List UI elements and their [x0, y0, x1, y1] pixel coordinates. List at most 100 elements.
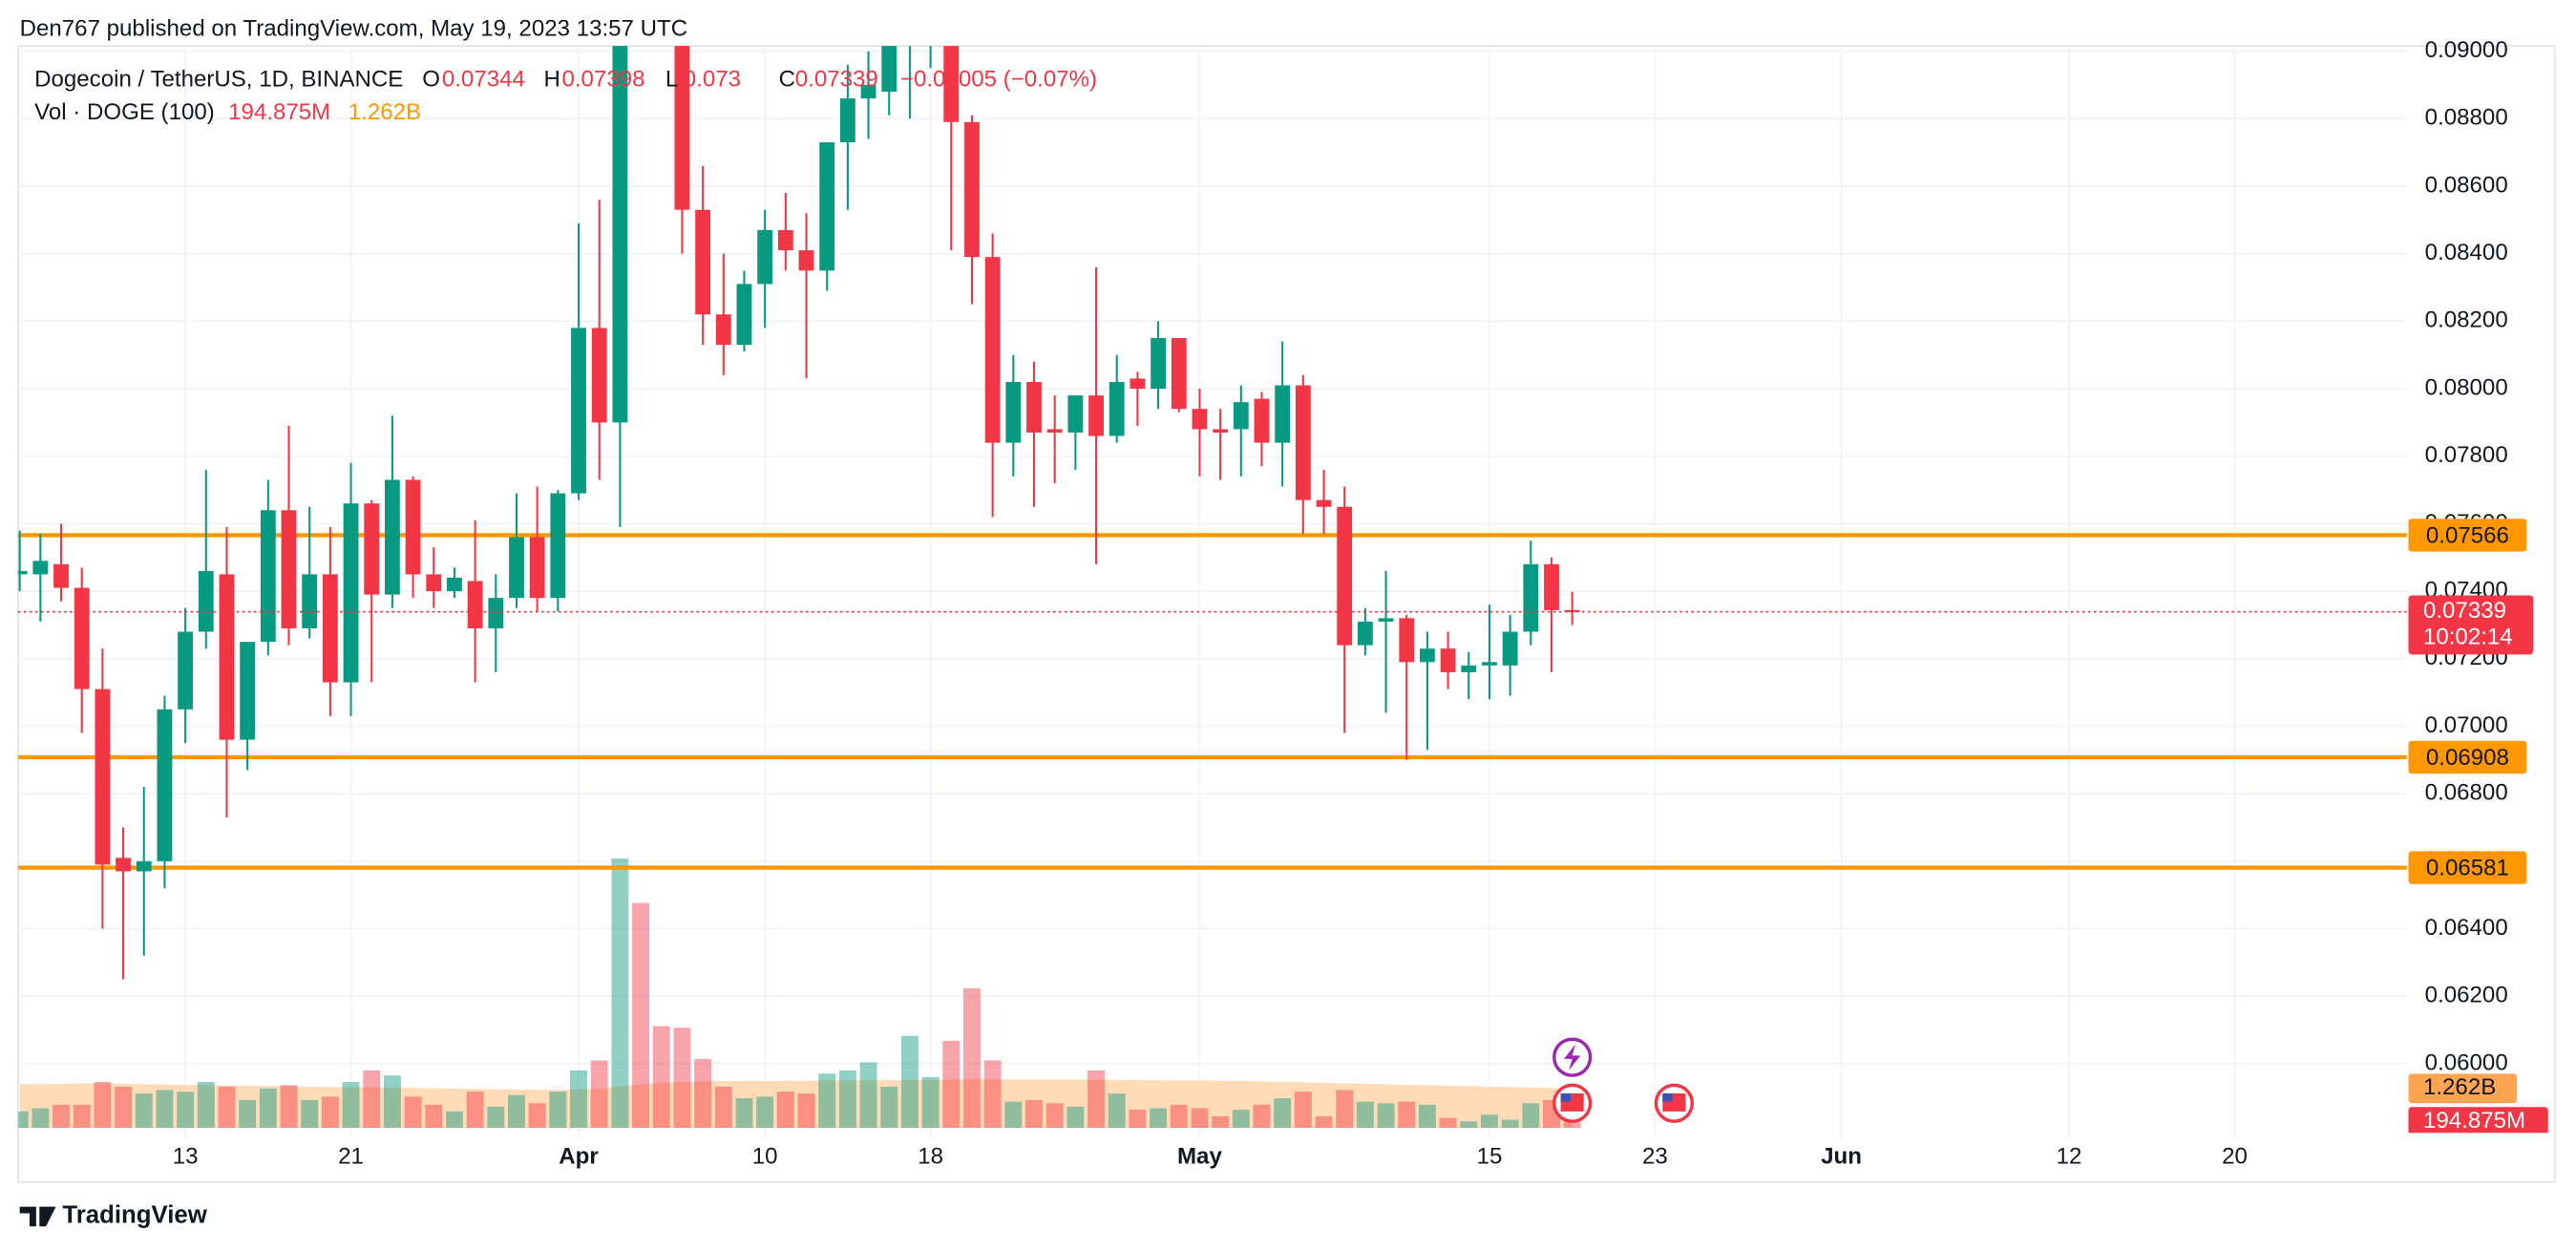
candle-body [777, 229, 793, 251]
candle-body [1523, 563, 1539, 632]
volume-bar [1025, 1099, 1043, 1129]
candle-body [1502, 631, 1518, 666]
volume-bar [1004, 1101, 1023, 1129]
volume-bar [342, 1082, 360, 1129]
volume-bar [1481, 1114, 1498, 1129]
volume-bar [73, 1104, 91, 1129]
candle-body [757, 229, 773, 285]
chart-frame [17, 45, 2556, 1183]
y-tick-label: 0.08200 [2425, 307, 2508, 333]
candle-body [178, 631, 194, 710]
volume-bar [1439, 1117, 1457, 1129]
candle-body [302, 574, 318, 628]
volume-bar [632, 902, 650, 1129]
volume-bar [1066, 1106, 1085, 1129]
candle-body [488, 598, 504, 628]
legend-value: 0.07339 [795, 67, 878, 93]
legend-key: L [665, 67, 678, 93]
volume-bar [239, 1099, 257, 1129]
legend-key: C [779, 67, 795, 93]
x-tick-label: 20 [2222, 1143, 2248, 1169]
candle-body [1482, 662, 1497, 666]
volume-bar [1460, 1121, 1478, 1129]
candle-body [1130, 378, 1146, 390]
volume-bar [880, 1086, 898, 1129]
volume-bar [1398, 1101, 1416, 1129]
volume-label-box [2408, 1107, 2548, 1134]
x-tick-label: 10 [752, 1143, 778, 1169]
candle-body [591, 328, 607, 423]
volume-bar [818, 1073, 836, 1129]
events [1552, 1037, 1695, 1123]
volume-bar [446, 1111, 463, 1129]
volume-bar [1377, 1103, 1395, 1129]
candle-body [1151, 338, 1166, 390]
candle-body [798, 250, 814, 271]
candle-body [1254, 398, 1270, 443]
candles [17, 46, 2407, 980]
volume-bar [1501, 1119, 1519, 1129]
candle-body [1357, 621, 1373, 646]
level-label-box [2408, 740, 2527, 774]
price-label: 0.07339 [2423, 598, 2506, 624]
candle-body [715, 314, 731, 346]
volume-bar [1108, 1093, 1126, 1129]
candle-body [426, 574, 442, 592]
flag-icon [1662, 1092, 1673, 1102]
candle-body [736, 284, 752, 346]
candle-body [1005, 381, 1022, 443]
candle-body [674, 46, 690, 210]
volume-bar [963, 988, 981, 1129]
y-tick-label: 0.06800 [2425, 780, 2508, 806]
level-label-box [2408, 519, 2527, 552]
candle-body [447, 577, 462, 592]
candle-body [1399, 618, 1415, 663]
level-label-box [2408, 851, 2527, 884]
candle-body [1088, 395, 1104, 436]
volume-bar [776, 1092, 794, 1129]
legend-value: 0.073 [684, 67, 741, 93]
candle-body [1192, 409, 1208, 430]
volume-bar [1294, 1092, 1312, 1129]
candle-body [1295, 385, 1311, 500]
y-tick-label: 0.06200 [2425, 983, 2508, 1008]
candle-body [550, 493, 566, 599]
volume-bar [1274, 1098, 1292, 1129]
symbol-title: Dogecoin / TetherUS, 1D, BINANCE [34, 67, 403, 93]
volume-bar [383, 1075, 401, 1129]
candle-body [1420, 648, 1435, 663]
volume-bar [1191, 1108, 1209, 1129]
volume-bar [549, 1092, 567, 1129]
x-tick-label: Apr [559, 1143, 598, 1169]
lightning-icon [1564, 1044, 1581, 1071]
candle-body [1026, 381, 1042, 433]
time-axis: 13 21 Apr 10 18 May 15 23 Jun 12 20 [173, 1143, 2248, 1169]
candle-body [1378, 618, 1394, 622]
candle-body [509, 537, 524, 599]
volume-ma-label: 1.262B [2423, 1074, 2496, 1100]
candle-body [322, 574, 338, 683]
candle-body [240, 642, 256, 740]
volume-bar [301, 1099, 319, 1129]
volume-bar [1212, 1115, 1230, 1129]
candle-body [95, 689, 111, 865]
level-label: 0.07566 [2426, 523, 2509, 549]
volume-bar [1336, 1090, 1354, 1129]
legend-key: O [422, 67, 440, 93]
candle-body [157, 709, 173, 861]
candle-body [1067, 395, 1084, 433]
candle-body [53, 563, 69, 588]
legend-value: 0.07344 [442, 67, 525, 93]
candle-body [612, 46, 628, 423]
brand: TradingView [19, 1202, 208, 1229]
candle-body [964, 121, 980, 258]
legend-volume: 194.875M [228, 99, 330, 125]
volume-bar [611, 859, 629, 1129]
x-tick-label: 18 [918, 1143, 943, 1169]
volume-ma-area [19, 1079, 1573, 1129]
volume-bar [508, 1094, 525, 1129]
volume-bar [570, 1070, 587, 1129]
